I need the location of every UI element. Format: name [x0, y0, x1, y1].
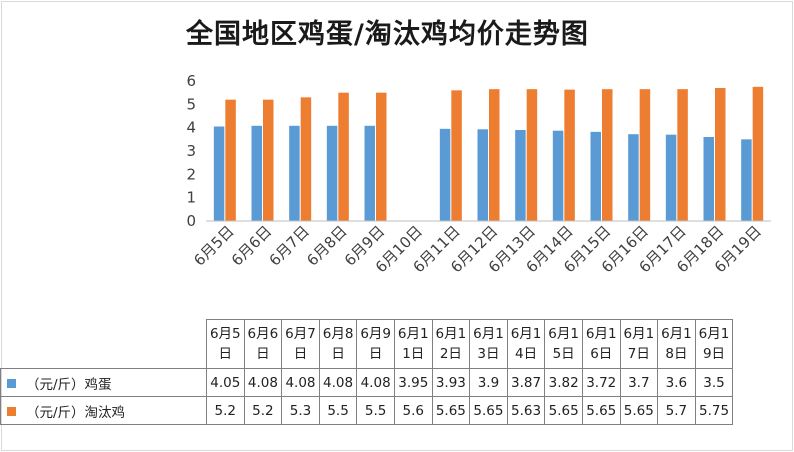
table-cell: 3.93: [431, 368, 471, 397]
culled-hen-price-bar: [338, 92, 349, 222]
table-cell: 5.6: [393, 396, 433, 425]
legend-label: （元/斤）鸡蛋: [0, 368, 207, 397]
table-header-cell: 6月16日: [581, 319, 621, 369]
table-header-cell: 6月18日: [657, 319, 696, 369]
table-header-cell: 6月7日: [281, 319, 320, 369]
legend-text: （元/斤）鸡蛋: [26, 376, 112, 393]
legend-swatch-icon: [7, 379, 16, 388]
x-tick-label: 6月7日: [266, 222, 313, 269]
egg-price-bar: [439, 128, 451, 221]
table-cell: 3.95: [393, 368, 433, 397]
table-header-cell: 6月15日: [544, 319, 583, 369]
table-cell: 3.72: [581, 368, 621, 397]
table-cell: 3.87: [506, 368, 546, 397]
legend-label: （元/斤）淘汰鸡: [0, 396, 207, 425]
y-tick-label: 2: [186, 165, 196, 183]
culled-hen-price-bar: [376, 92, 387, 222]
table-cell: 5.2: [243, 396, 283, 425]
table-cell: 3.9: [469, 368, 508, 397]
culled-hen-price-bar: [526, 89, 538, 222]
y-tick-label: 5: [186, 95, 196, 113]
table-cell: 5.5: [356, 396, 395, 425]
table-cell: 5.3: [281, 396, 320, 425]
culled-hen-price-bar: [564, 89, 575, 221]
table-cell: 5.2: [206, 396, 245, 425]
table-header-cell: 6月9日: [356, 319, 395, 369]
table-cell: 5.65: [469, 396, 508, 425]
table-cell: 3.6: [657, 368, 696, 397]
y-tick-label: 3: [186, 142, 196, 160]
egg-price-bar: [590, 131, 601, 221]
legend-swatch-icon: [7, 407, 16, 416]
egg-price-bar: [251, 125, 262, 221]
egg-price-bar: [515, 130, 526, 221]
table-corner: [1, 320, 207, 369]
table-header-cell: 6月8日: [318, 319, 358, 369]
culled-hen-price-bar: [677, 89, 688, 222]
culled-hen-price-bar: [263, 99, 274, 221]
table-cell: 3.5: [694, 368, 734, 397]
culled-hen-price-bar: [300, 97, 312, 221]
chart-title: 全国地区鸡蛋/淘汰鸡均价走势图: [186, 19, 589, 50]
culled-hen-price-bar: [602, 89, 613, 222]
table-cell: 5.65: [544, 396, 583, 425]
x-tick-label: 6月8日: [303, 222, 350, 269]
x-tick-label: 6月6日: [228, 222, 275, 269]
table-cell: 5.5: [318, 396, 358, 425]
culled-hen-price-bar: [451, 90, 462, 221]
egg-price-bar: [665, 134, 677, 221]
table-header-row: 6月5日 6月6日 6月7日 6月8日 6月9日 6月11日 6月12日 6月13日 6月14日…: [1, 319, 734, 369]
table-cell: 4.08: [281, 368, 320, 397]
table-cell: 3.82: [544, 368, 583, 397]
table-header-cell: 6月19日: [694, 319, 734, 369]
culled-hen-price-bar: [752, 86, 764, 221]
y-tick-label: 1: [186, 189, 196, 207]
table-cell: 5.65: [431, 396, 471, 425]
y-tick-label: 0: [186, 212, 196, 230]
y-tick-label: 4: [186, 119, 196, 137]
table-cell: 4.08: [243, 368, 283, 397]
table-header-cell: 6月14日: [506, 319, 546, 369]
egg-price-bar: [213, 126, 225, 221]
table-row: （元/斤）鸡蛋 4.05 4.08 4.08 4.08 4.08 3.95 3.93 3.9 3.…: [0, 368, 734, 397]
egg-price-bar: [628, 134, 639, 221]
table-cell: 5.7: [657, 396, 696, 425]
table-cell: 4.08: [318, 368, 358, 397]
table-header-cell: 6月12日: [431, 319, 471, 369]
egg-price-bar: [326, 125, 338, 221]
egg-price-bar: [289, 125, 300, 221]
culled-hen-price-bar: [489, 89, 500, 222]
table-header-cell: 6月17日: [619, 319, 659, 369]
table-cell: 5.65: [581, 396, 621, 425]
egg-price-bar: [552, 130, 564, 221]
table-cell: 5.75: [694, 396, 734, 425]
table-header-cell: 6月13日: [469, 319, 508, 369]
egg-price-bar: [364, 125, 375, 221]
culled-hen-price-bar: [715, 88, 726, 221]
table-cell: 5.65: [619, 396, 659, 425]
y-tick-label: 6: [186, 72, 196, 90]
egg-price-bar: [477, 129, 488, 221]
table-cell: 5.63: [506, 396, 546, 425]
culled-hen-price-bar: [225, 99, 236, 221]
table-row: （元/斤）淘汰鸡 5.2 5.2 5.3 5.5 5.5 5.6 5.65 5.65 5.63 5.…: [0, 396, 734, 425]
table-header-cell: 6月5日: [206, 319, 245, 369]
legend-text: （元/斤）淘汰鸡: [26, 404, 126, 421]
table-cell: 4.05: [206, 368, 245, 397]
table-header-cell: 6月6日: [243, 319, 283, 369]
egg-price-bar: [703, 137, 714, 221]
data-table: 6月5日 6月6日 6月7日 6月8日 6月9日 6月11日 6月12日 6月13日 6月14日…: [0, 319, 734, 425]
table-cell: 4.08: [356, 368, 395, 397]
culled-hen-price-bar: [639, 89, 651, 222]
table-header-cell: 6月11日: [393, 319, 433, 369]
x-tick-label: 6月5日: [190, 222, 237, 269]
egg-price-bar: [741, 139, 752, 221]
table-cell: 3.7: [619, 368, 659, 397]
